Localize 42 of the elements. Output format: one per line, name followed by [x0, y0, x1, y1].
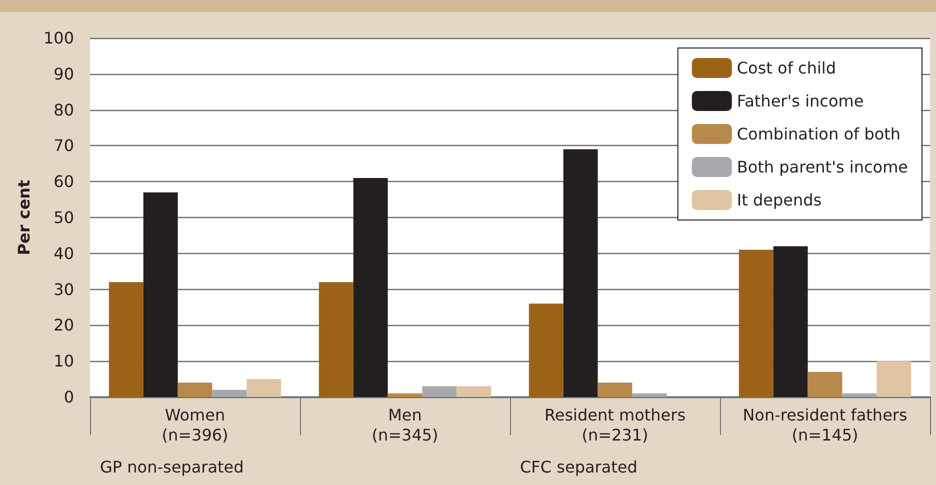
y-tick-label: 100: [43, 28, 74, 48]
bar: [178, 382, 212, 397]
y-tick-label: 20: [54, 316, 74, 335]
bar: [842, 393, 877, 397]
x-tick-label: Non-resident fathers (n=145): [742, 406, 908, 444]
bar: [212, 390, 247, 397]
bar: [876, 361, 912, 397]
bar: [143, 192, 178, 397]
legend-label: Father's income: [736, 92, 864, 110]
bar: [422, 386, 457, 397]
y-tick-label: 60: [54, 172, 74, 192]
bar: [388, 393, 422, 397]
bar: [318, 282, 354, 397]
bar: [773, 246, 808, 397]
bar: [456, 386, 492, 397]
bar: [738, 250, 774, 397]
y-tick-label: 10: [54, 352, 74, 371]
text: CFC separated: [520, 458, 638, 476]
x-tick-label: Men (n=345): [372, 406, 438, 444]
bar: [528, 304, 564, 397]
bar: [108, 282, 144, 397]
bar: [246, 379, 282, 397]
legend-label: Both parent's income: [736, 158, 908, 176]
y-tick-label: 90: [54, 64, 74, 84]
bar: [563, 149, 598, 397]
legend-label: It depends: [736, 190, 822, 210]
text: GP non-separated: [100, 458, 244, 476]
bar: [353, 178, 388, 397]
y-tick-label: 80: [54, 100, 74, 120]
legend-label: Combination of both: [736, 124, 901, 144]
bar: [632, 393, 667, 397]
y-tick-label: 0: [64, 388, 74, 406]
legend-label: Cost of child: [736, 58, 836, 78]
x-tick-label: Resident mothers (n=231): [544, 406, 686, 444]
y-tick-label: 30: [54, 280, 74, 299]
y-axis-title: Per cent: [14, 179, 34, 256]
bar: [808, 372, 842, 397]
y-tick-label: 70: [54, 136, 74, 156]
y-tick-label: 40: [54, 244, 74, 263]
x-tick-label: Women (n=396): [162, 406, 228, 444]
y-tick-label: 50: [54, 208, 74, 227]
bar: [598, 382, 632, 397]
